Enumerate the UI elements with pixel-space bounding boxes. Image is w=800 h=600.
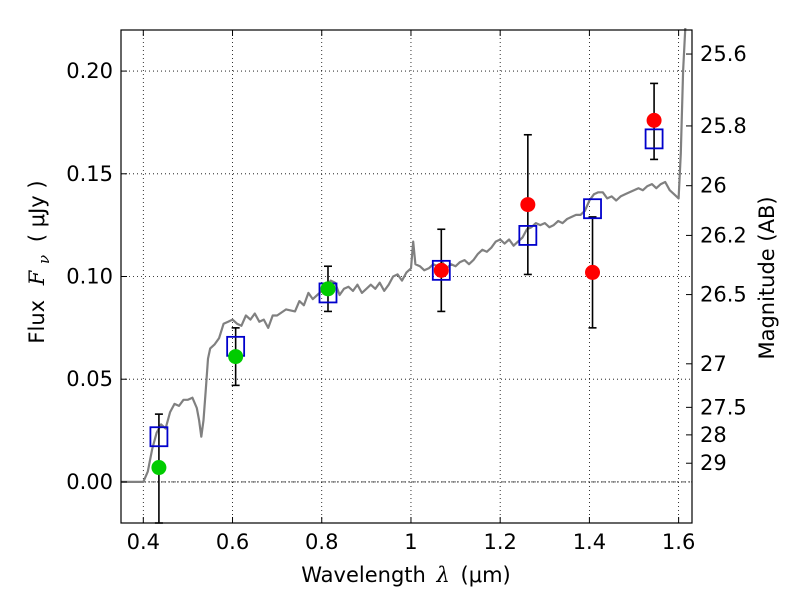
spectrum [121, 27, 687, 483]
y-tick-label: 0.05 [66, 367, 113, 391]
x-axis-label: Wavelength λ (μm) [301, 563, 510, 587]
x-tick-label: 1.2 [483, 530, 516, 554]
model-photometry-square [149, 426, 169, 448]
y2-tick-label: 26 [700, 174, 727, 198]
y2-tick-label: 27 [700, 352, 727, 376]
x-tick-label: 0.4 [127, 530, 160, 554]
x-tick-label: 0.8 [305, 530, 338, 554]
ticks: 0.4 0.6 0.8 1 1.2 1.4 1.6 0.00 0.05 0.10 0.15 0.20 2… [66, 30, 747, 554]
x-axis-label-unit: (μm) [461, 563, 511, 587]
y-tick-label: 0.20 [66, 59, 113, 83]
y-tick-label: 0.10 [66, 265, 113, 289]
x-tick-label: 1.4 [573, 530, 606, 554]
photometry-point [646, 112, 662, 128]
plot-frame [120, 29, 693, 524]
y2-tick-label: 29 [700, 451, 727, 475]
x-tick-label: 1 [404, 530, 417, 554]
photometry-point [585, 264, 601, 280]
y2-tick-label: 28 [700, 423, 727, 447]
y-tick-label: 0.15 [66, 162, 113, 186]
photometry-point [520, 197, 536, 213]
model-photometry-square [431, 259, 451, 281]
y-axis-label-symbol: F [25, 269, 49, 286]
y2-axis-label: Magnitude (AB) [755, 196, 779, 359]
x-tick-label: 0.6 [216, 530, 249, 554]
grid [121, 30, 692, 523]
data-points [149, 112, 664, 476]
spectrum-line [121, 27, 687, 483]
photometry-point [433, 262, 449, 278]
photometry-point [151, 460, 167, 476]
x-tick-label: 1.6 [662, 530, 695, 554]
model-photometry-square [644, 128, 664, 150]
error-bars [154, 82, 659, 524]
y2-tick-label: 25.6 [700, 42, 747, 66]
x-axis-label-symbol: λ [436, 563, 450, 587]
y-axis-label-sub: ν [35, 255, 53, 264]
y2-tick-label: 25.8 [700, 114, 747, 138]
photometry-point [320, 281, 336, 297]
y2-tick-label: 27.5 [700, 395, 747, 419]
y-tick-label: 0.00 [66, 470, 113, 494]
model-photometry-square [518, 225, 538, 246]
x-axis-label-prefix: Wavelength [301, 563, 426, 587]
y2-tick-label: 26.5 [700, 283, 747, 307]
y2-tick-label: 26.2 [700, 223, 747, 247]
model-photometry-square [583, 198, 602, 220]
y-axis-label-unit: ( μJy ) [25, 180, 49, 242]
y-axis-label-prefix: Flux [25, 300, 49, 344]
photometry-point [228, 349, 244, 365]
y-axis-label: Flux F ν ( μJy ) [25, 180, 54, 343]
